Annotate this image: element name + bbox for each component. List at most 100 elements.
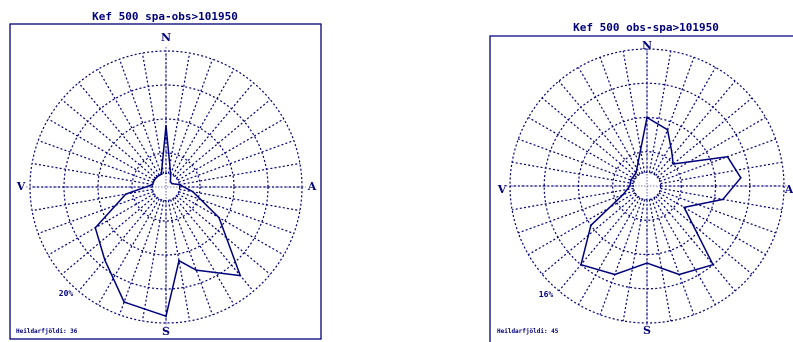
right-plot-frame: [489, 35, 793, 342]
data-point-120: [218, 216, 220, 219]
grid-spoke: [660, 187, 783, 211]
data-point-100: [722, 198, 724, 201]
grid-spoke: [599, 198, 643, 315]
data-point-180: [646, 262, 648, 264]
data-point-320: [635, 172, 637, 174]
grid-spoke: [648, 199, 672, 322]
series-polygon: [580, 116, 742, 276]
right-max-percent-label: 16%: [539, 290, 554, 299]
grid-spoke: [47, 118, 155, 181]
grid-spoke: [659, 190, 776, 234]
left-total-count: Heildarfjöldi: 36: [16, 328, 78, 335]
grid-spoke: [511, 187, 634, 211]
data-point-40: [169, 180, 172, 183]
grid-spoke: [170, 199, 214, 316]
data-point-20: [666, 128, 669, 131]
grid-spoke: [653, 67, 717, 175]
grid-spoke: [660, 161, 783, 185]
data-point-85: [739, 176, 742, 179]
grid-spoke: [97, 198, 160, 306]
data-point-60: [171, 182, 173, 185]
grid-spoke: [118, 199, 162, 316]
grid-spoke: [61, 195, 156, 275]
grid-spoke: [599, 57, 643, 174]
grid-spoke: [176, 99, 271, 179]
data-point-290: [630, 179, 632, 182]
data-point-260: [124, 193, 127, 196]
grid-spoke: [118, 58, 162, 175]
data-point-100: [191, 190, 194, 193]
data-point-20: [169, 173, 172, 176]
grid-spoke: [170, 58, 214, 175]
left-plot-frame: [9, 23, 322, 340]
data-point-140: [239, 274, 242, 277]
data-point-80: [178, 183, 181, 186]
data-point-340: [160, 173, 163, 176]
left-max-percent-label: 20%: [59, 289, 74, 298]
right-north-label: N: [642, 39, 652, 52]
grid-spoke: [657, 194, 753, 275]
grid-spoke: [141, 52, 165, 174]
data-point-340: [637, 161, 640, 163]
grid-spoke: [511, 161, 634, 185]
grid-spoke: [172, 198, 235, 306]
grid-spoke: [658, 192, 766, 256]
grid-spoke: [176, 195, 271, 275]
data-point-300: [153, 179, 156, 182]
grid-spoke: [177, 118, 285, 181]
grid-spoke: [541, 194, 637, 275]
grid-spoke: [648, 50, 672, 173]
grid-spoke: [78, 82, 158, 177]
grid-spoke: [655, 196, 736, 292]
data-point-70: [726, 155, 729, 158]
left-east-label: A: [307, 180, 317, 193]
grid-spoke: [37, 191, 154, 235]
grid-spoke: [577, 67, 641, 175]
grid-spoke: [659, 138, 776, 182]
left-west-label: V: [16, 180, 26, 193]
grid-spoke: [622, 50, 646, 173]
grid-spoke: [577, 197, 641, 305]
grid-spoke: [31, 162, 153, 186]
grid-spoke: [37, 139, 154, 183]
grid-spoke: [528, 116, 636, 180]
grid-spoke: [558, 80, 639, 176]
right-west-label: V: [497, 183, 507, 196]
data-point-180: [165, 315, 167, 318]
grid-spoke: [651, 198, 695, 315]
data-point-0: [646, 116, 648, 119]
grid-spoke: [655, 80, 736, 176]
grid-spoke: [141, 200, 165, 322]
data-point-120: [683, 206, 685, 209]
grid-spoke: [174, 82, 254, 177]
data-point-200: [123, 301, 125, 303]
left-north-label: N: [161, 31, 171, 44]
data-point-0: [165, 124, 167, 127]
right-total-count: Heildarfjöldi: 45: [497, 328, 559, 335]
grid-spoke: [518, 138, 635, 182]
grid-spoke: [558, 196, 639, 292]
right-chart-title: Kef 500 obs-spa>101950: [573, 21, 719, 34]
grid-spoke: [622, 199, 646, 322]
grid-spoke: [78, 197, 158, 292]
data-point-160: [678, 273, 681, 276]
grid-spoke: [178, 191, 295, 235]
wind-rose-left: Kef 500 spa-obs>101950 N S A V 20% Heild…: [9, 10, 322, 340]
right-south-label: S: [643, 324, 651, 337]
grid-spoke: [528, 192, 636, 256]
data-point-50: [672, 163, 675, 165]
grid-spoke: [61, 99, 156, 179]
data-point-140: [712, 263, 714, 266]
right-east-label: A: [784, 183, 793, 196]
left-chart-title: Kef 500 spa-obs>101950: [92, 10, 238, 23]
grid-spoke: [31, 188, 153, 212]
grid-spoke: [178, 139, 295, 183]
data-point-235: [590, 224, 592, 227]
grid-spoke: [172, 68, 235, 176]
grid-spoke: [653, 197, 717, 305]
data-point-320: [156, 175, 159, 178]
data-point-160: [195, 269, 198, 271]
grid-spoke: [179, 162, 301, 186]
wind-rose-right: Kef 500 obs-spa>101950 N S A V 16% Heild…: [489, 21, 793, 342]
